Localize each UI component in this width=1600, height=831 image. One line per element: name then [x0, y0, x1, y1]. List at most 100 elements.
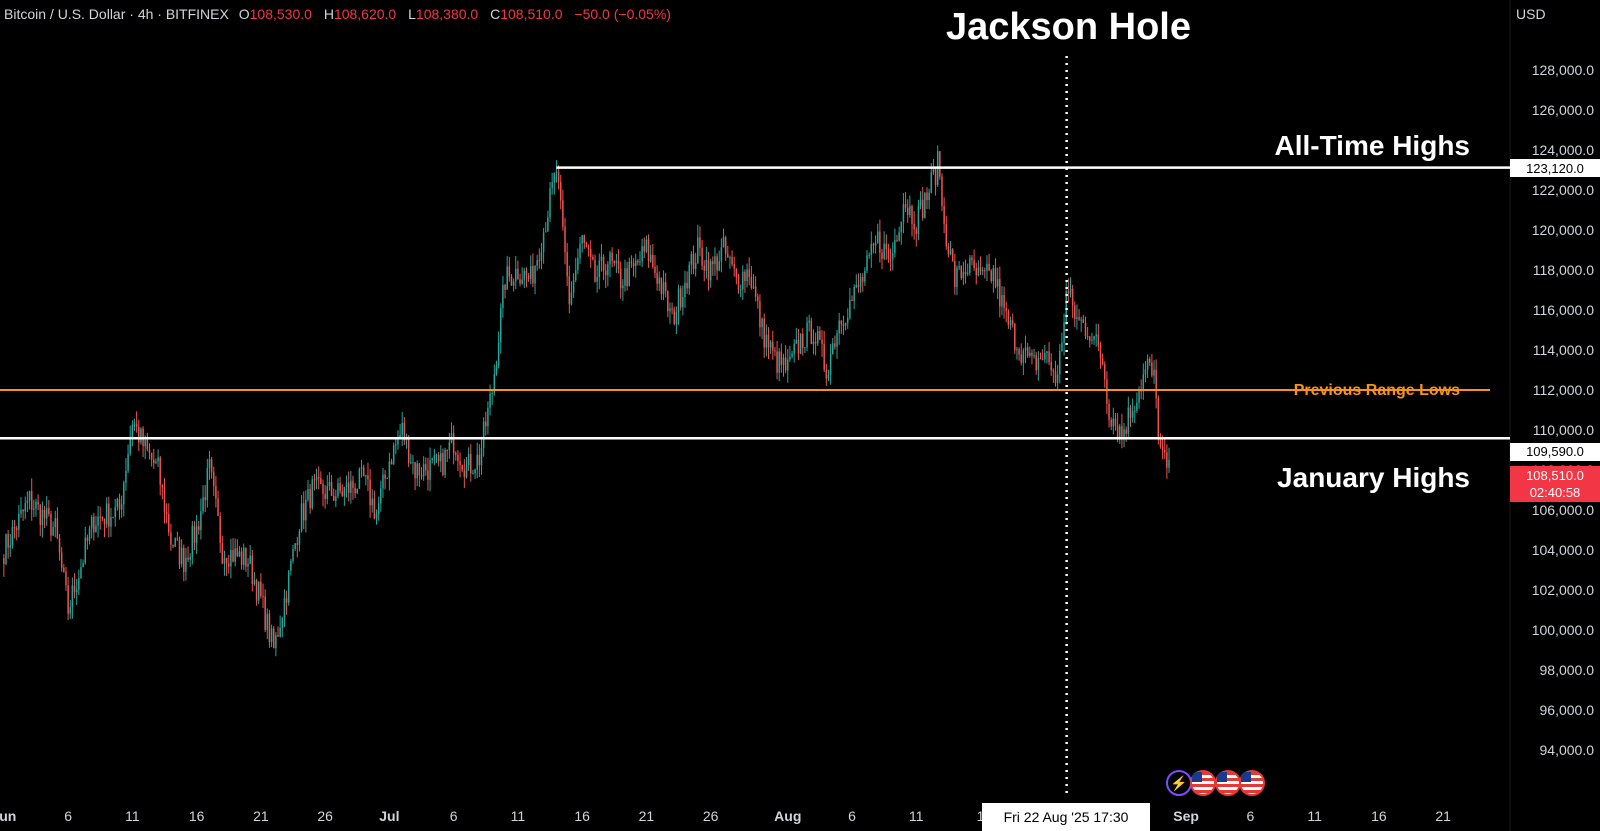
- candle-body: [339, 483, 341, 492]
- candle-body: [281, 618, 284, 628]
- y-tick-label: 100,000.0: [1532, 622, 1594, 638]
- x-tick-label: Sep: [1173, 808, 1199, 824]
- candle-body: [431, 458, 433, 461]
- candle-body: [135, 424, 138, 427]
- candle-body: [493, 374, 496, 393]
- candle-body: [795, 339, 798, 344]
- candle-body: [1080, 319, 1082, 321]
- candle-body: [1056, 374, 1059, 383]
- candle-body: [697, 237, 699, 264]
- candle-body: [266, 613, 269, 631]
- candle-body: [943, 206, 945, 224]
- candle-body: [435, 455, 438, 457]
- candle-body: [52, 527, 54, 536]
- candle-body: [510, 276, 513, 286]
- candle-body: [467, 453, 470, 466]
- candle-body: [1003, 294, 1005, 308]
- candle-body: [649, 254, 652, 262]
- y-tick-label: 96,000.0: [1540, 702, 1595, 718]
- us-flag-icon[interactable]: [1214, 770, 1241, 796]
- candle-body: [731, 257, 733, 265]
- candle-body: [823, 343, 825, 370]
- candle-body: [500, 308, 502, 343]
- candle-body: [1024, 347, 1027, 351]
- candle-body: [579, 243, 581, 259]
- candle-body: [891, 253, 894, 259]
- candle-body: [200, 511, 202, 530]
- candle-body: [172, 544, 174, 547]
- candle-body: [615, 260, 618, 264]
- candle-body: [219, 516, 221, 543]
- candle-body: [50, 513, 52, 536]
- candle-body: [1095, 334, 1097, 337]
- candle-body: [127, 453, 129, 472]
- candle-body: [1020, 354, 1022, 363]
- candle-body: [780, 351, 783, 365]
- candle-body: [354, 487, 356, 494]
- candle-body: [977, 267, 980, 276]
- candle-body: [521, 279, 523, 284]
- candle-body: [712, 261, 714, 265]
- candle-body: [215, 485, 217, 499]
- candle-body: [838, 320, 840, 334]
- candle-body: [1101, 358, 1104, 365]
- candle-body: [622, 285, 624, 289]
- candle-body: [1121, 426, 1123, 437]
- candle-body: [198, 526, 200, 530]
- candle-body: [690, 253, 693, 265]
- candle-body: [966, 272, 969, 274]
- candle-body: [236, 548, 239, 557]
- candle-body: [604, 270, 607, 276]
- candle-body: [703, 265, 705, 271]
- candle-body: [465, 465, 468, 478]
- candle-body: [48, 508, 50, 514]
- candle-body: [195, 526, 198, 543]
- candle-body: [444, 449, 446, 475]
- candle-body: [898, 232, 900, 241]
- candle-body: [727, 253, 729, 258]
- candle-body: [112, 516, 114, 518]
- candle-body: [495, 365, 498, 375]
- candle-body: [855, 284, 858, 288]
- us-flag-icon[interactable]: [1190, 770, 1217, 796]
- candle-body: [101, 517, 104, 519]
- candle-body: [337, 483, 339, 497]
- us-flag-icon[interactable]: [1239, 770, 1266, 796]
- candle-body: [602, 256, 605, 271]
- candle-body: [1048, 351, 1050, 363]
- candle-body: [954, 261, 956, 288]
- candle-body: [362, 467, 365, 477]
- currency-label[interactable]: USD: [1516, 6, 1546, 22]
- candle-body: [24, 503, 27, 512]
- candle-body: [585, 242, 588, 247]
- candle-body: [879, 231, 881, 253]
- candle-body: [1146, 358, 1149, 370]
- candle-body: [95, 525, 97, 533]
- candle-body: [178, 539, 181, 565]
- candle-body: [429, 460, 431, 480]
- candle-body: [1029, 352, 1031, 356]
- candle-body: [249, 555, 251, 564]
- candle-body: [210, 459, 213, 473]
- x-tick-label: Aug: [774, 808, 801, 824]
- candle-body: [861, 277, 864, 282]
- candle-body: [157, 457, 159, 462]
- candle-body: [185, 557, 187, 572]
- bar-countdown: 02:40:58: [1529, 485, 1581, 500]
- candle-body: [407, 436, 410, 464]
- candle-body: [1026, 347, 1029, 356]
- candle-body: [7, 534, 9, 548]
- candle-body: [1116, 425, 1119, 438]
- candle-body: [834, 343, 836, 347]
- candle-body: [647, 239, 650, 262]
- candle-body: [221, 542, 224, 564]
- candle-body: [600, 256, 603, 261]
- candle-body: [232, 550, 234, 562]
- candle-body: [1086, 336, 1089, 338]
- event-icons[interactable]: ⚡: [1166, 770, 1266, 796]
- candle-body: [67, 585, 69, 614]
- candle-body: [264, 596, 266, 631]
- open-label: O: [238, 6, 250, 22]
- lightning-icon[interactable]: ⚡: [1166, 770, 1192, 796]
